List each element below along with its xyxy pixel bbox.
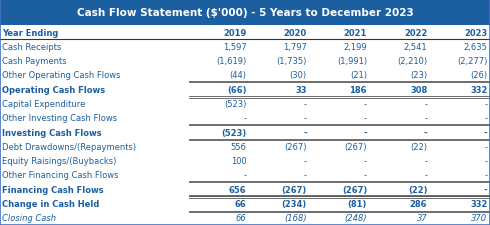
Text: (234): (234) [281, 199, 307, 208]
Text: Other Operating Cash Flows: Other Operating Cash Flows [2, 71, 121, 80]
Text: Financing Cash Flows: Financing Cash Flows [2, 185, 104, 194]
Text: -: - [364, 157, 367, 165]
Text: (248): (248) [344, 213, 367, 222]
Text: (1,619): (1,619) [216, 57, 246, 66]
Text: Equity Raisings/(Buybacks): Equity Raisings/(Buybacks) [2, 157, 117, 165]
Text: 2019: 2019 [223, 29, 246, 38]
Text: (1,991): (1,991) [337, 57, 367, 66]
Text: (26): (26) [470, 71, 488, 80]
Text: -: - [424, 100, 427, 109]
Text: 66: 66 [235, 199, 246, 208]
Text: (267): (267) [284, 142, 307, 151]
Text: Year Ending: Year Ending [2, 29, 59, 38]
Text: (22): (22) [410, 142, 427, 151]
Text: Cash Receipts: Cash Receipts [2, 43, 62, 52]
Text: Cash Flow Statement ($'000) - 5 Years to December 2023: Cash Flow Statement ($'000) - 5 Years to… [76, 8, 414, 18]
Text: (523): (523) [224, 100, 246, 109]
Text: (523): (523) [221, 128, 246, 137]
Text: 1,797: 1,797 [283, 43, 307, 52]
Text: 2,635: 2,635 [464, 43, 488, 52]
Text: 1,597: 1,597 [223, 43, 246, 52]
Text: (21): (21) [350, 71, 367, 80]
Text: (66): (66) [227, 86, 246, 94]
Text: -: - [485, 157, 488, 165]
Text: -: - [304, 100, 307, 109]
Text: -: - [364, 128, 367, 137]
Text: -: - [364, 100, 367, 109]
Text: Cash Payments: Cash Payments [2, 57, 67, 66]
Text: -: - [303, 128, 307, 137]
Text: Debt Drawdowns/(Repayments): Debt Drawdowns/(Repayments) [2, 142, 137, 151]
Text: 100: 100 [231, 157, 246, 165]
Text: 308: 308 [410, 86, 427, 94]
Text: Operating Cash Flows: Operating Cash Flows [2, 86, 105, 94]
Text: (267): (267) [344, 142, 367, 151]
Text: -: - [424, 128, 427, 137]
Text: -: - [304, 171, 307, 180]
Text: -: - [485, 114, 488, 123]
Text: (2,277): (2,277) [457, 57, 488, 66]
Text: (44): (44) [229, 71, 246, 80]
Text: (168): (168) [284, 213, 307, 222]
Text: Capital Expenditure: Capital Expenditure [2, 100, 86, 109]
Text: -: - [484, 185, 488, 194]
Text: 186: 186 [349, 86, 367, 94]
Text: -: - [304, 114, 307, 123]
Text: 332: 332 [470, 199, 488, 208]
Text: -: - [485, 142, 488, 151]
Text: 2022: 2022 [404, 29, 427, 38]
Text: -: - [424, 157, 427, 165]
Text: -: - [364, 114, 367, 123]
Text: -: - [304, 157, 307, 165]
Text: Other Financing Cash Flows: Other Financing Cash Flows [2, 171, 119, 180]
Text: -: - [364, 171, 367, 180]
Text: -: - [244, 171, 246, 180]
Text: (23): (23) [410, 71, 427, 80]
Text: 2023: 2023 [465, 29, 488, 38]
Text: 656: 656 [229, 185, 246, 194]
Text: (1,735): (1,735) [276, 57, 307, 66]
Text: (22): (22) [408, 185, 427, 194]
Text: 332: 332 [470, 86, 488, 94]
Text: -: - [424, 171, 427, 180]
Text: 2021: 2021 [343, 29, 367, 38]
Text: 2,199: 2,199 [343, 43, 367, 52]
Text: 2020: 2020 [284, 29, 307, 38]
Text: Change in Cash Held: Change in Cash Held [2, 199, 100, 208]
Text: (30): (30) [290, 71, 307, 80]
Text: 556: 556 [231, 142, 246, 151]
Text: 370: 370 [471, 213, 488, 222]
Text: (267): (267) [281, 185, 307, 194]
Text: -: - [485, 100, 488, 109]
Text: -: - [244, 114, 246, 123]
Text: (81): (81) [347, 199, 367, 208]
Text: 37: 37 [416, 213, 427, 222]
Text: 2,541: 2,541 [404, 43, 427, 52]
Text: -: - [484, 128, 488, 137]
Text: (2,210): (2,210) [397, 57, 427, 66]
Text: Investing Cash Flows: Investing Cash Flows [2, 128, 102, 137]
Text: (267): (267) [342, 185, 367, 194]
Text: 286: 286 [410, 199, 427, 208]
Text: Other Investing Cash Flows: Other Investing Cash Flows [2, 114, 118, 123]
Text: -: - [424, 114, 427, 123]
Text: 66: 66 [236, 213, 246, 222]
Bar [0, 0, 490, 26]
Text: 33: 33 [295, 86, 307, 94]
Text: -: - [485, 171, 488, 180]
Text: Closing Cash: Closing Cash [2, 213, 56, 222]
